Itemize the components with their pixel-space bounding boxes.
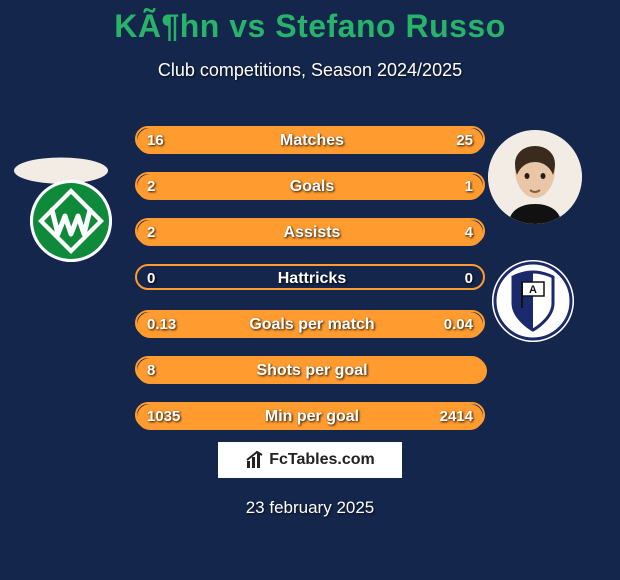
stat-bar-right [248, 220, 483, 246]
club-logo-right: A [492, 260, 574, 342]
stat-row: Matches1625 [135, 126, 485, 152]
stat-bar-left [137, 128, 274, 154]
stat-bar-left [137, 358, 487, 384]
svg-text:A: A [529, 284, 537, 296]
stat-label: Hattricks [137, 266, 487, 292]
stat-bar-right [238, 404, 483, 430]
stat-row: Hattricks0 0 [135, 264, 485, 290]
stat-value-right: 0 [465, 266, 473, 292]
stat-row: Min per goal10352414 [135, 402, 485, 428]
stat-bar-right [399, 312, 483, 338]
player-face-icon [488, 130, 582, 224]
page-subtitle: Club competitions, Season 2024/2025 [0, 60, 620, 81]
stat-bar-right [269, 128, 483, 154]
page-title: KÃ¶hn vs Stefano Russo [0, 8, 620, 45]
stat-bar-right [367, 174, 483, 200]
brand-text: FcTables.com [269, 451, 375, 469]
stats-zone: Matches1625 Goals21 Assists24 Hattricks0 0 Go… [135, 126, 485, 448]
stat-bar-left [137, 312, 403, 338]
comparison-canvas: KÃ¶hn vs Stefano Russo Club competitions… [0, 0, 620, 580]
brand-chart-icon [245, 450, 265, 470]
player-photo-left [14, 157, 108, 183]
brand-box[interactable]: FcTables.com [218, 442, 402, 478]
stat-value-left: 0 [147, 266, 155, 292]
stat-bar-left [137, 174, 372, 200]
club-logo-left [30, 180, 112, 262]
werder-bremen-logo-icon [30, 180, 112, 262]
stat-bar-left [137, 220, 253, 246]
stat-row: Assists24 [135, 218, 485, 244]
stat-row: Shots per goal8 [135, 356, 485, 382]
player-photo-right [488, 130, 582, 224]
stat-bar-left [137, 404, 242, 430]
stat-row: Goals per match0.130.04 [135, 310, 485, 336]
stat-row: Goals21 [135, 172, 485, 198]
date-line: 23 february 2025 [0, 498, 620, 518]
arminia-bielefeld-logo-icon: A [492, 260, 574, 342]
